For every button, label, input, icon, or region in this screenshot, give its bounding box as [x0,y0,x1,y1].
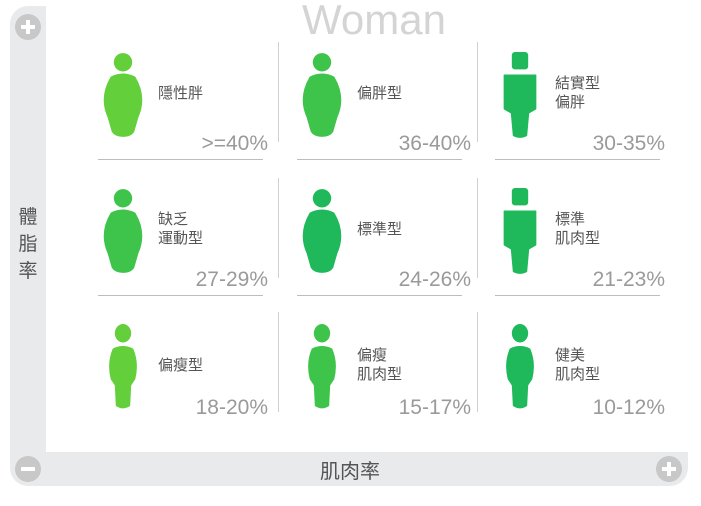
body-fat-range: 10-12% [592,396,665,419]
body-type-cell[interactable]: 標準型 24-26% [297,176,471,304]
body-fat-range: 21-23% [592,268,665,291]
grid-divider [278,178,279,278]
y-axis-bar [10,6,46,484]
body-type-cell[interactable]: 隱性胖 >=40% [98,40,268,168]
y-axis-label: 體脂率 [18,206,38,282]
body-type-cell[interactable]: 偏瘦 肌肉型 15-17% [297,312,471,440]
body-figure-icon [302,53,342,137]
grid-divider [477,42,478,142]
grid-divider [477,178,478,278]
cell-underline [98,159,263,160]
body-fat-range: 18-20% [195,396,268,419]
x-axis-label: 肌肉率 [320,459,380,483]
body-figure-icon [503,188,537,274]
chart-title: Woman [302,0,446,43]
plus-icon-top[interactable] [15,14,41,40]
body-type-label: 健美 肌肉型 [555,346,601,383]
x-axis-bar [10,452,688,486]
body-type-label: 隱性胖 [158,84,204,102]
body-type-label: 偏瘦 肌肉型 [357,346,403,383]
cell-underline [297,295,462,296]
body-fat-range: >=40% [201,132,268,155]
body-fat-range: 36-40% [398,132,471,155]
minus-icon[interactable] [15,456,41,482]
body-type-label: 標準 肌肉型 [555,210,601,247]
body-type-cell[interactable]: 健美 肌肉型 10-12% [495,312,665,440]
body-fat-range: 30-35% [592,132,665,155]
cell-underline [98,295,263,296]
body-figure-icon [308,324,336,409]
body-type-label: 偏瘦型 [158,356,204,374]
grid-divider [477,312,478,412]
body-type-label: 結實型 偏胖 [555,74,601,111]
body-fat-range: 27-29% [195,268,268,291]
grid-divider [278,42,279,142]
body-type-cell[interactable]: 偏瘦型 18-20% [98,312,268,440]
cell-underline [495,159,660,160]
cell-underline [495,295,660,296]
body-figure-icon [103,53,143,137]
body-type-label: 偏胖型 [357,84,403,102]
body-type-cell[interactable]: 偏胖型 36-40% [297,40,471,168]
body-type-cell[interactable]: 缺乏 運動型 27-29% [98,176,268,304]
plus-icon-right[interactable] [656,456,682,482]
body-figure-icon [506,324,534,409]
body-fat-range: 15-17% [398,396,471,419]
body-fat-range: 24-26% [398,268,471,291]
grid-divider [278,312,279,412]
cell-underline [297,159,462,160]
body-type-cell[interactable]: 結實型 偏胖 30-35% [495,40,665,168]
body-figure-icon [503,52,537,138]
body-type-label: 缺乏 運動型 [158,210,204,247]
body-type-cell[interactable]: 標準 肌肉型 21-23% [495,176,665,304]
body-type-label: 標準型 [357,220,403,238]
body-figure-icon [302,189,342,273]
body-figure-icon [109,324,137,409]
body-figure-icon [103,189,143,273]
